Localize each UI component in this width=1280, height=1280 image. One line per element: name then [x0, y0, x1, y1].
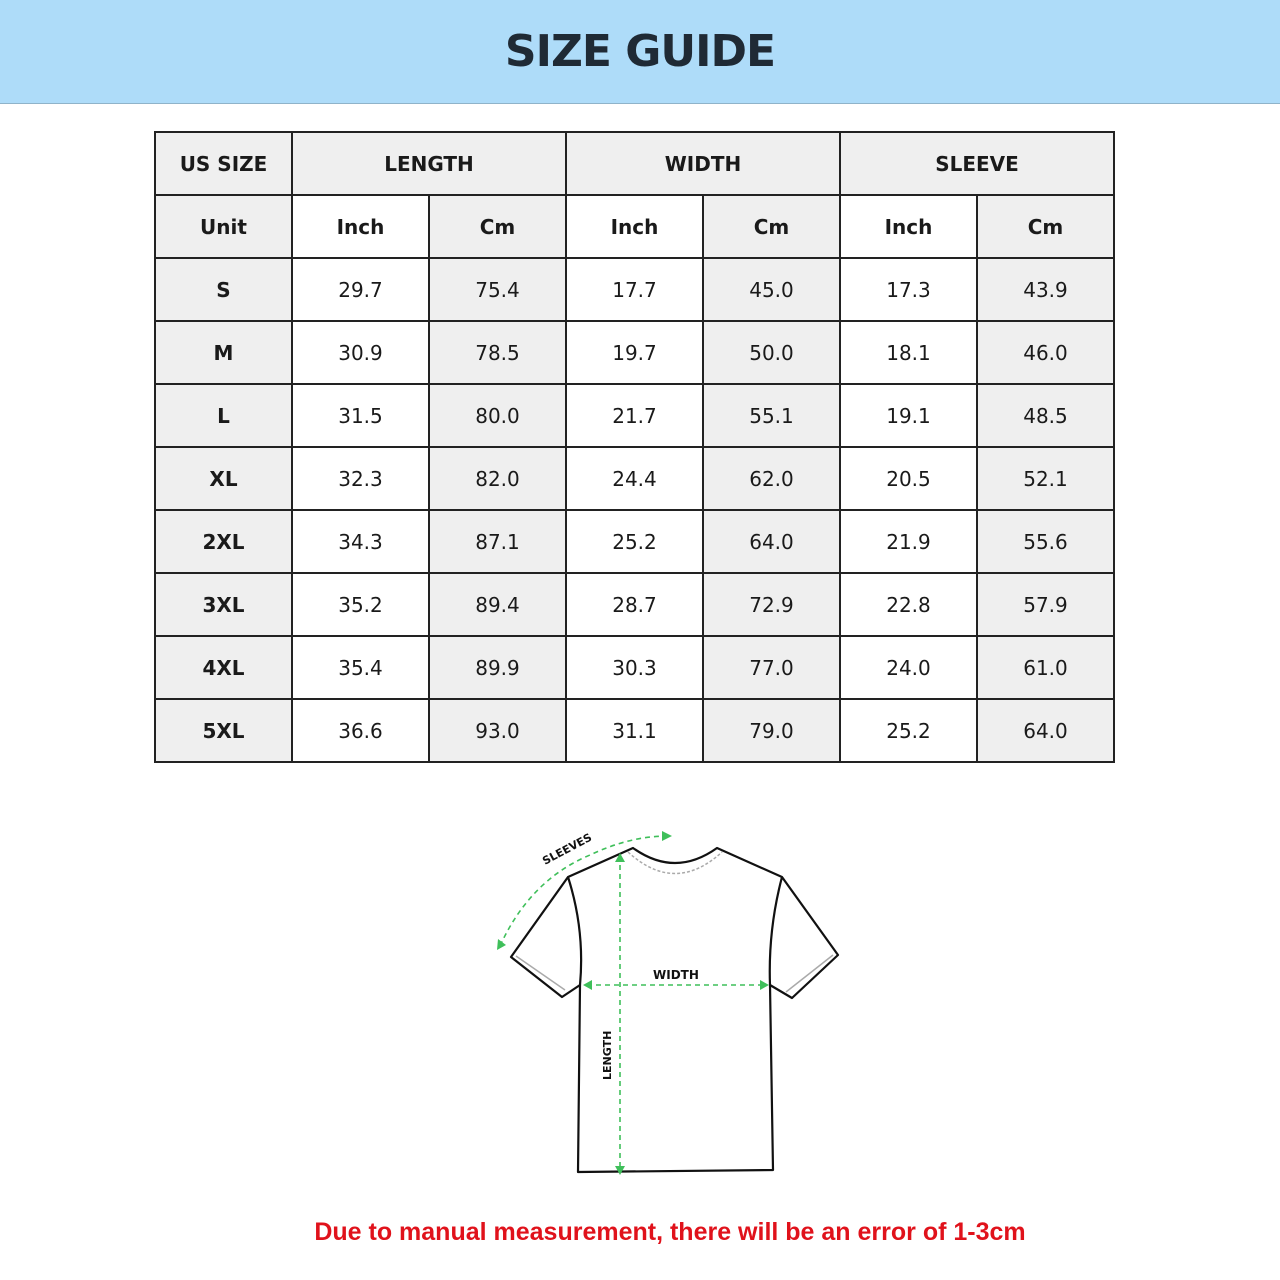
- unit-header-cell: Cm: [428, 194, 567, 259]
- measurement-cell: 25.2: [839, 698, 978, 763]
- length-label: LENGTH: [601, 1031, 614, 1080]
- measurement-cell: 79.0: [702, 698, 841, 763]
- measurement-cell: 64.0: [702, 509, 841, 574]
- group-header-cell: LENGTH: [291, 131, 567, 196]
- measurement-cell: 20.5: [839, 446, 978, 511]
- measurement-cell: 18.1: [839, 320, 978, 385]
- unit-header-cell: Cm: [702, 194, 841, 259]
- measurement-cell: 29.7: [291, 257, 430, 322]
- size-table: US SIZE LENGTH WIDTH SLEEVE Unit Inch Cm Inch Cm…: [154, 131, 1115, 763]
- measurement-cell: 52.1: [976, 446, 1115, 511]
- table-row: 3XL 35.2 89.4 28.7 72.9 22.8 57.9: [154, 572, 1115, 637]
- measurement-cell: 36.6: [291, 698, 430, 763]
- table-row: 4XL 35.4 89.9 30.3 77.0 24.0 61.0: [154, 635, 1115, 700]
- measurement-cell: 89.9: [428, 635, 567, 700]
- width-label: WIDTH: [653, 968, 699, 982]
- size-cell: S: [154, 257, 293, 322]
- measurement-cell: 82.0: [428, 446, 567, 511]
- measurement-cell: 21.9: [839, 509, 978, 574]
- sleeve-cuffs: [515, 954, 834, 993]
- table-row: L 31.5 80.0 21.7 55.1 19.1 48.5: [154, 383, 1115, 448]
- measurement-cell: 31.5: [291, 383, 430, 448]
- measurement-cell: 77.0: [702, 635, 841, 700]
- measurement-cell: 48.5: [976, 383, 1115, 448]
- measurement-cell: 24.0: [839, 635, 978, 700]
- table-row: S 29.7 75.4 17.7 45.0 17.3 43.9: [154, 257, 1115, 322]
- group-header-row: US SIZE LENGTH WIDTH SLEEVE: [154, 131, 1115, 196]
- measurement-cell: 19.7: [565, 320, 704, 385]
- measurement-cell: 64.0: [976, 698, 1115, 763]
- measurement-cell: 55.6: [976, 509, 1115, 574]
- unit-header-cell: Unit: [154, 194, 293, 259]
- table-row: XL 32.3 82.0 24.4 62.0 20.5 52.1: [154, 446, 1115, 511]
- arrowheads-icon: [497, 831, 769, 1175]
- group-header-cell: WIDTH: [565, 131, 841, 196]
- size-cell: 3XL: [154, 572, 293, 637]
- table-row: M 30.9 78.5 19.7 50.0 18.1 46.0: [154, 320, 1115, 385]
- unit-header-cell: Inch: [565, 194, 704, 259]
- measurement-cell: 45.0: [702, 257, 841, 322]
- size-cell: 2XL: [154, 509, 293, 574]
- measurement-cell: 32.3: [291, 446, 430, 511]
- measurement-cell: 35.2: [291, 572, 430, 637]
- size-cell: XL: [154, 446, 293, 511]
- measurement-cell: 46.0: [976, 320, 1115, 385]
- title-banner: SIZE GUIDE: [0, 0, 1280, 104]
- unit-header-cell: Inch: [839, 194, 978, 259]
- size-cell: 5XL: [154, 698, 293, 763]
- group-header-cell: SLEEVE: [839, 131, 1115, 196]
- size-cell: 4XL: [154, 635, 293, 700]
- page-title: SIZE GUIDE: [504, 26, 776, 77]
- measurement-cell: 80.0: [428, 383, 567, 448]
- measurement-cell: 34.3: [291, 509, 430, 574]
- tshirt-outline-icon: [509, 846, 840, 1174]
- size-cell: M: [154, 320, 293, 385]
- table-row: 2XL 34.3 87.1 25.2 64.0 21.9 55.6: [154, 509, 1115, 574]
- measurement-cell: 30.9: [291, 320, 430, 385]
- measurement-cell: 89.4: [428, 572, 567, 637]
- unit-header-cell: Inch: [291, 194, 430, 259]
- measurement-cell: 28.7: [565, 572, 704, 637]
- measurement-cell: 57.9: [976, 572, 1115, 637]
- measurement-cell: 72.9: [702, 572, 841, 637]
- measurement-cell: 35.4: [291, 635, 430, 700]
- measurement-cell: 17.7: [565, 257, 704, 322]
- measurement-note: Due to manual measurement, there will be…: [314, 1218, 1026, 1246]
- measurement-cell: 87.1: [428, 509, 567, 574]
- unit-row: Unit Inch Cm Inch Cm Inch Cm: [154, 194, 1115, 259]
- group-header-cell: US SIZE: [154, 131, 293, 196]
- measurement-cell: 93.0: [428, 698, 567, 763]
- measurement-cell: 21.7: [565, 383, 704, 448]
- measurement-cell: 19.1: [839, 383, 978, 448]
- measurement-cell: 78.5: [428, 320, 567, 385]
- measurement-cell: 75.4: [428, 257, 567, 322]
- measurement-cell: 31.1: [565, 698, 704, 763]
- measurement-cell: 22.8: [839, 572, 978, 637]
- measurement-cell: 30.3: [565, 635, 704, 700]
- measurement-cell: 61.0: [976, 635, 1115, 700]
- measurement-cell: 24.4: [565, 446, 704, 511]
- size-cell: L: [154, 383, 293, 448]
- sleeves-label: SLEEVES: [540, 831, 594, 868]
- collar-stitch: [627, 851, 723, 875]
- measurement-cell: 50.0: [702, 320, 841, 385]
- measurement-cell: 55.1: [702, 383, 841, 448]
- tshirt-diagram: SLEEVES WIDTH LENGTH: [497, 831, 840, 1175]
- measure-arrows: [499, 835, 765, 1172]
- table-row: 5XL 36.6 93.0 31.1 79.0 25.2 64.0: [154, 698, 1115, 763]
- unit-header-cell: Cm: [976, 194, 1115, 259]
- measurement-cell: 17.3: [839, 257, 978, 322]
- measurement-cell: 62.0: [702, 446, 841, 511]
- measurement-cell: 43.9: [976, 257, 1115, 322]
- measurement-cell: 25.2: [565, 509, 704, 574]
